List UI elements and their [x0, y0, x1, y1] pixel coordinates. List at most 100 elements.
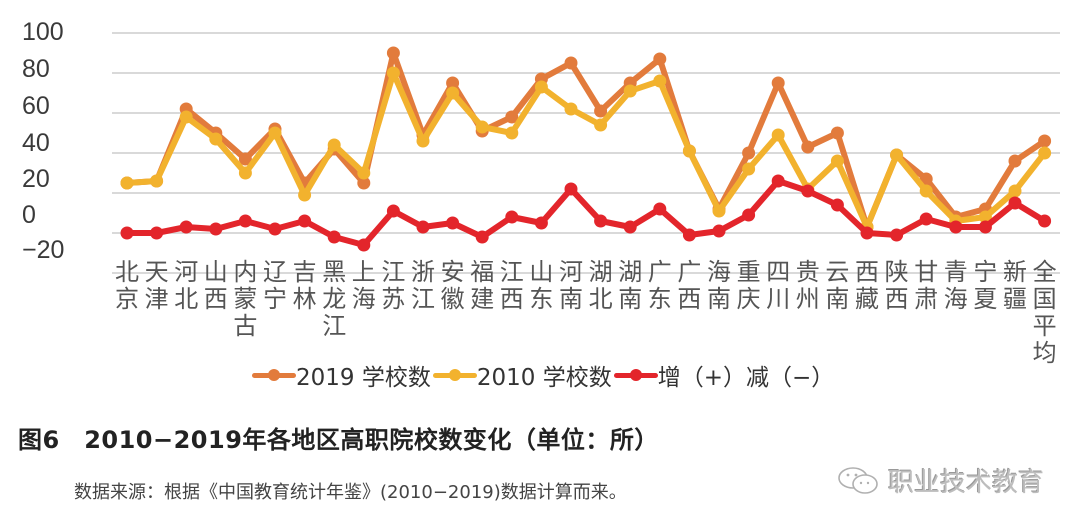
x-category-label: 南 — [618, 285, 642, 313]
x-category-label: 宁 — [263, 285, 287, 313]
data-point-marker — [268, 126, 282, 140]
y-tick-label: 60 — [22, 92, 50, 120]
data-point-marker — [505, 126, 519, 140]
x-category-label: 西 — [204, 285, 228, 313]
x-category-label: 海 — [944, 285, 968, 313]
data-point-marker — [327, 230, 341, 244]
data-point-marker — [150, 226, 164, 240]
x-axis-labels: 北京天津河北山西内蒙古辽宁吉林黑龙江上海江苏浙江安徽福建江西山东河南湖北湖南广东… — [115, 258, 1057, 367]
data-point-marker — [771, 174, 785, 188]
data-point-marker — [1038, 146, 1052, 160]
data-point-marker — [801, 140, 815, 154]
x-category-label: 均 — [1033, 339, 1057, 367]
data-point-marker — [238, 152, 252, 166]
data-point-marker — [801, 184, 815, 198]
x-category-label: 天 — [145, 258, 169, 286]
data-point-marker — [682, 144, 696, 158]
data-point-marker — [830, 198, 844, 212]
x-category-label: 南 — [559, 285, 583, 313]
y-tick-label: 80 — [22, 55, 50, 83]
data-point-marker — [919, 212, 933, 226]
x-category-label: 建 — [470, 285, 494, 313]
data-point-marker — [1008, 196, 1022, 210]
data-point-marker — [594, 104, 608, 118]
legend-label: 2010 学校数 — [476, 365, 612, 391]
data-point-marker — [534, 80, 548, 94]
x-category-label: 西 — [500, 285, 524, 313]
x-category-label: 广 — [677, 258, 701, 286]
x-category-label: 四 — [766, 258, 790, 286]
y-tick-label: 0 — [22, 201, 36, 229]
x-category-label: 庆 — [737, 285, 761, 313]
data-point-marker — [890, 228, 904, 242]
data-point-marker — [268, 222, 282, 236]
legend-item-change: 增（+）减（−） — [613, 358, 837, 392]
data-point-marker — [1038, 134, 1052, 148]
data-point-marker — [742, 146, 756, 160]
data-point-marker — [653, 202, 667, 216]
x-category-label: 贵 — [796, 258, 820, 286]
x-category-label: 青 — [944, 258, 968, 286]
x-category-label: 河 — [174, 258, 198, 286]
x-category-label: 藏 — [855, 285, 879, 313]
x-category-label: 京 — [115, 285, 139, 313]
data-point-marker — [564, 182, 578, 196]
data-point-marker — [1008, 154, 1022, 168]
data-point-marker — [446, 86, 460, 100]
x-category-label: 陕 — [885, 258, 909, 286]
x-category-label: 上 — [352, 258, 376, 286]
x-category-label: 湖 — [589, 258, 613, 286]
x-category-label: 西 — [677, 285, 701, 313]
x-category-label: 津 — [145, 285, 169, 313]
data-point-marker — [386, 66, 400, 80]
data-point-marker — [357, 166, 371, 180]
x-category-label: 河 — [559, 258, 583, 286]
x-category-label: 辽 — [263, 258, 287, 286]
x-category-label: 东 — [529, 285, 553, 313]
data-point-marker — [1008, 184, 1022, 198]
data-point-marker — [386, 204, 400, 218]
data-point-marker — [209, 132, 223, 146]
data-point-marker — [860, 226, 874, 240]
data-point-marker — [771, 76, 785, 90]
x-category-label: 云 — [825, 258, 849, 286]
data-point-marker — [830, 154, 844, 168]
x-category-label: 北 — [589, 285, 613, 313]
x-category-label: 吉 — [293, 258, 317, 286]
series-1 — [120, 66, 1052, 234]
data-point-marker — [475, 120, 489, 134]
x-category-label: 国 — [1033, 285, 1057, 313]
x-category-label: 南 — [707, 285, 731, 313]
x-category-label: 内 — [233, 258, 257, 286]
figure-data-source: 数据来源：根据《中国教育统计年鉴》(2010−2019)数据计算而来。 — [74, 482, 627, 503]
data-point-marker — [416, 134, 430, 148]
data-point-marker — [120, 226, 134, 240]
data-point-marker — [919, 184, 933, 198]
data-point-marker — [327, 138, 341, 152]
data-point-marker — [978, 220, 992, 234]
series-2 — [120, 174, 1052, 252]
legend-label: 增（+）减（−） — [657, 365, 835, 391]
x-category-label: 州 — [796, 285, 820, 313]
legend-line-marker-icon — [252, 363, 296, 387]
x-category-label: 龙 — [322, 285, 346, 313]
x-category-label: 宁 — [973, 258, 997, 286]
data-point-marker — [505, 110, 519, 124]
data-point-marker — [150, 174, 164, 188]
x-category-label: 安 — [441, 258, 465, 286]
chart-legend: 2019 学校数 2010 学校数 增（+）减（−） — [252, 358, 836, 392]
data-point-marker — [564, 56, 578, 70]
x-category-label: 肃 — [914, 285, 938, 313]
x-category-label: 湖 — [618, 258, 642, 286]
data-point-marker — [446, 216, 460, 230]
data-point-marker — [771, 128, 785, 142]
x-category-label: 东 — [648, 285, 672, 313]
data-point-marker — [890, 148, 904, 162]
x-category-label: 甘 — [914, 258, 938, 286]
data-point-marker — [564, 102, 578, 116]
chart-series — [120, 46, 1052, 252]
legend-label: 2019 学校数 — [296, 365, 431, 391]
x-category-label: 南 — [825, 285, 849, 313]
legend-line-marker-icon — [613, 363, 658, 387]
